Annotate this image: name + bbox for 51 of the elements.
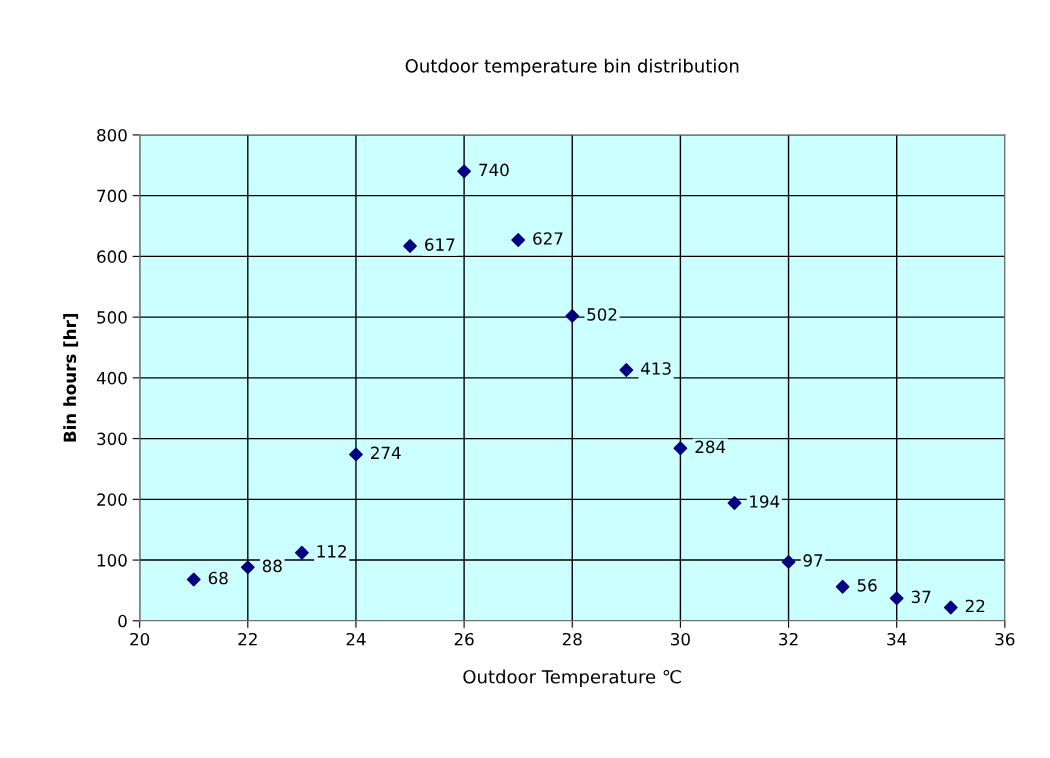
point: [403, 239, 417, 253]
data-label: 22: [965, 599, 985, 613]
point: [619, 363, 634, 377]
data-label: 88: [262, 559, 282, 573]
x-tick-label: 32: [779, 632, 798, 646]
x-tick-label: 26: [454, 632, 474, 646]
y-tick-label: 0: [118, 614, 127, 628]
y-tick-label: 700: [97, 189, 127, 203]
x-tick-label: 30: [671, 632, 690, 646]
x-tick-label: 24: [346, 632, 366, 646]
x-tick-label: 28: [562, 632, 582, 646]
data-label: 740: [479, 163, 509, 177]
point: [943, 600, 958, 615]
data-label: 284: [695, 440, 726, 454]
data-label: 413: [641, 362, 671, 375]
point: [781, 554, 796, 569]
point: [240, 560, 255, 575]
point: [349, 447, 363, 462]
point: [511, 233, 526, 247]
x-tick-label: 20: [130, 632, 150, 646]
data-label: 502: [587, 308, 617, 321]
data-label: 97: [803, 554, 823, 567]
data-label: 112: [317, 545, 346, 558]
point: [457, 164, 472, 179]
data-label: 627: [533, 232, 563, 245]
point: [294, 545, 309, 560]
data-label: 274: [371, 446, 401, 459]
x-tick-label: 34: [887, 632, 907, 646]
point: [565, 309, 580, 323]
y-axis-title: Bin hours [hr]: [63, 314, 79, 442]
y-tick-label: 500: [97, 311, 127, 324]
point: [673, 441, 688, 456]
y-tick-label: 400: [96, 371, 127, 385]
data-label: 56: [857, 579, 877, 592]
data-label: 37: [911, 590, 931, 604]
point: [186, 572, 201, 587]
data-label: 617: [425, 238, 455, 251]
point: [727, 496, 742, 510]
y-tick-label: 600: [97, 250, 127, 263]
chart-title: Outdoor temperature bin distribution: [405, 58, 739, 77]
x-tick-label: 22: [238, 632, 257, 646]
point: [835, 579, 850, 594]
y-tick-label: 300: [97, 432, 127, 446]
y-tick-label: 800: [97, 128, 127, 142]
data-label: 194: [750, 495, 780, 508]
point: [889, 591, 904, 606]
x-axis-title: Outdoor Temperature ℃: [463, 669, 681, 688]
x-tick-label: 36: [995, 632, 1015, 646]
y-tick-label: 100: [97, 554, 127, 567]
y-tick-label: 200: [97, 493, 127, 506]
data-label: 68: [208, 571, 228, 585]
